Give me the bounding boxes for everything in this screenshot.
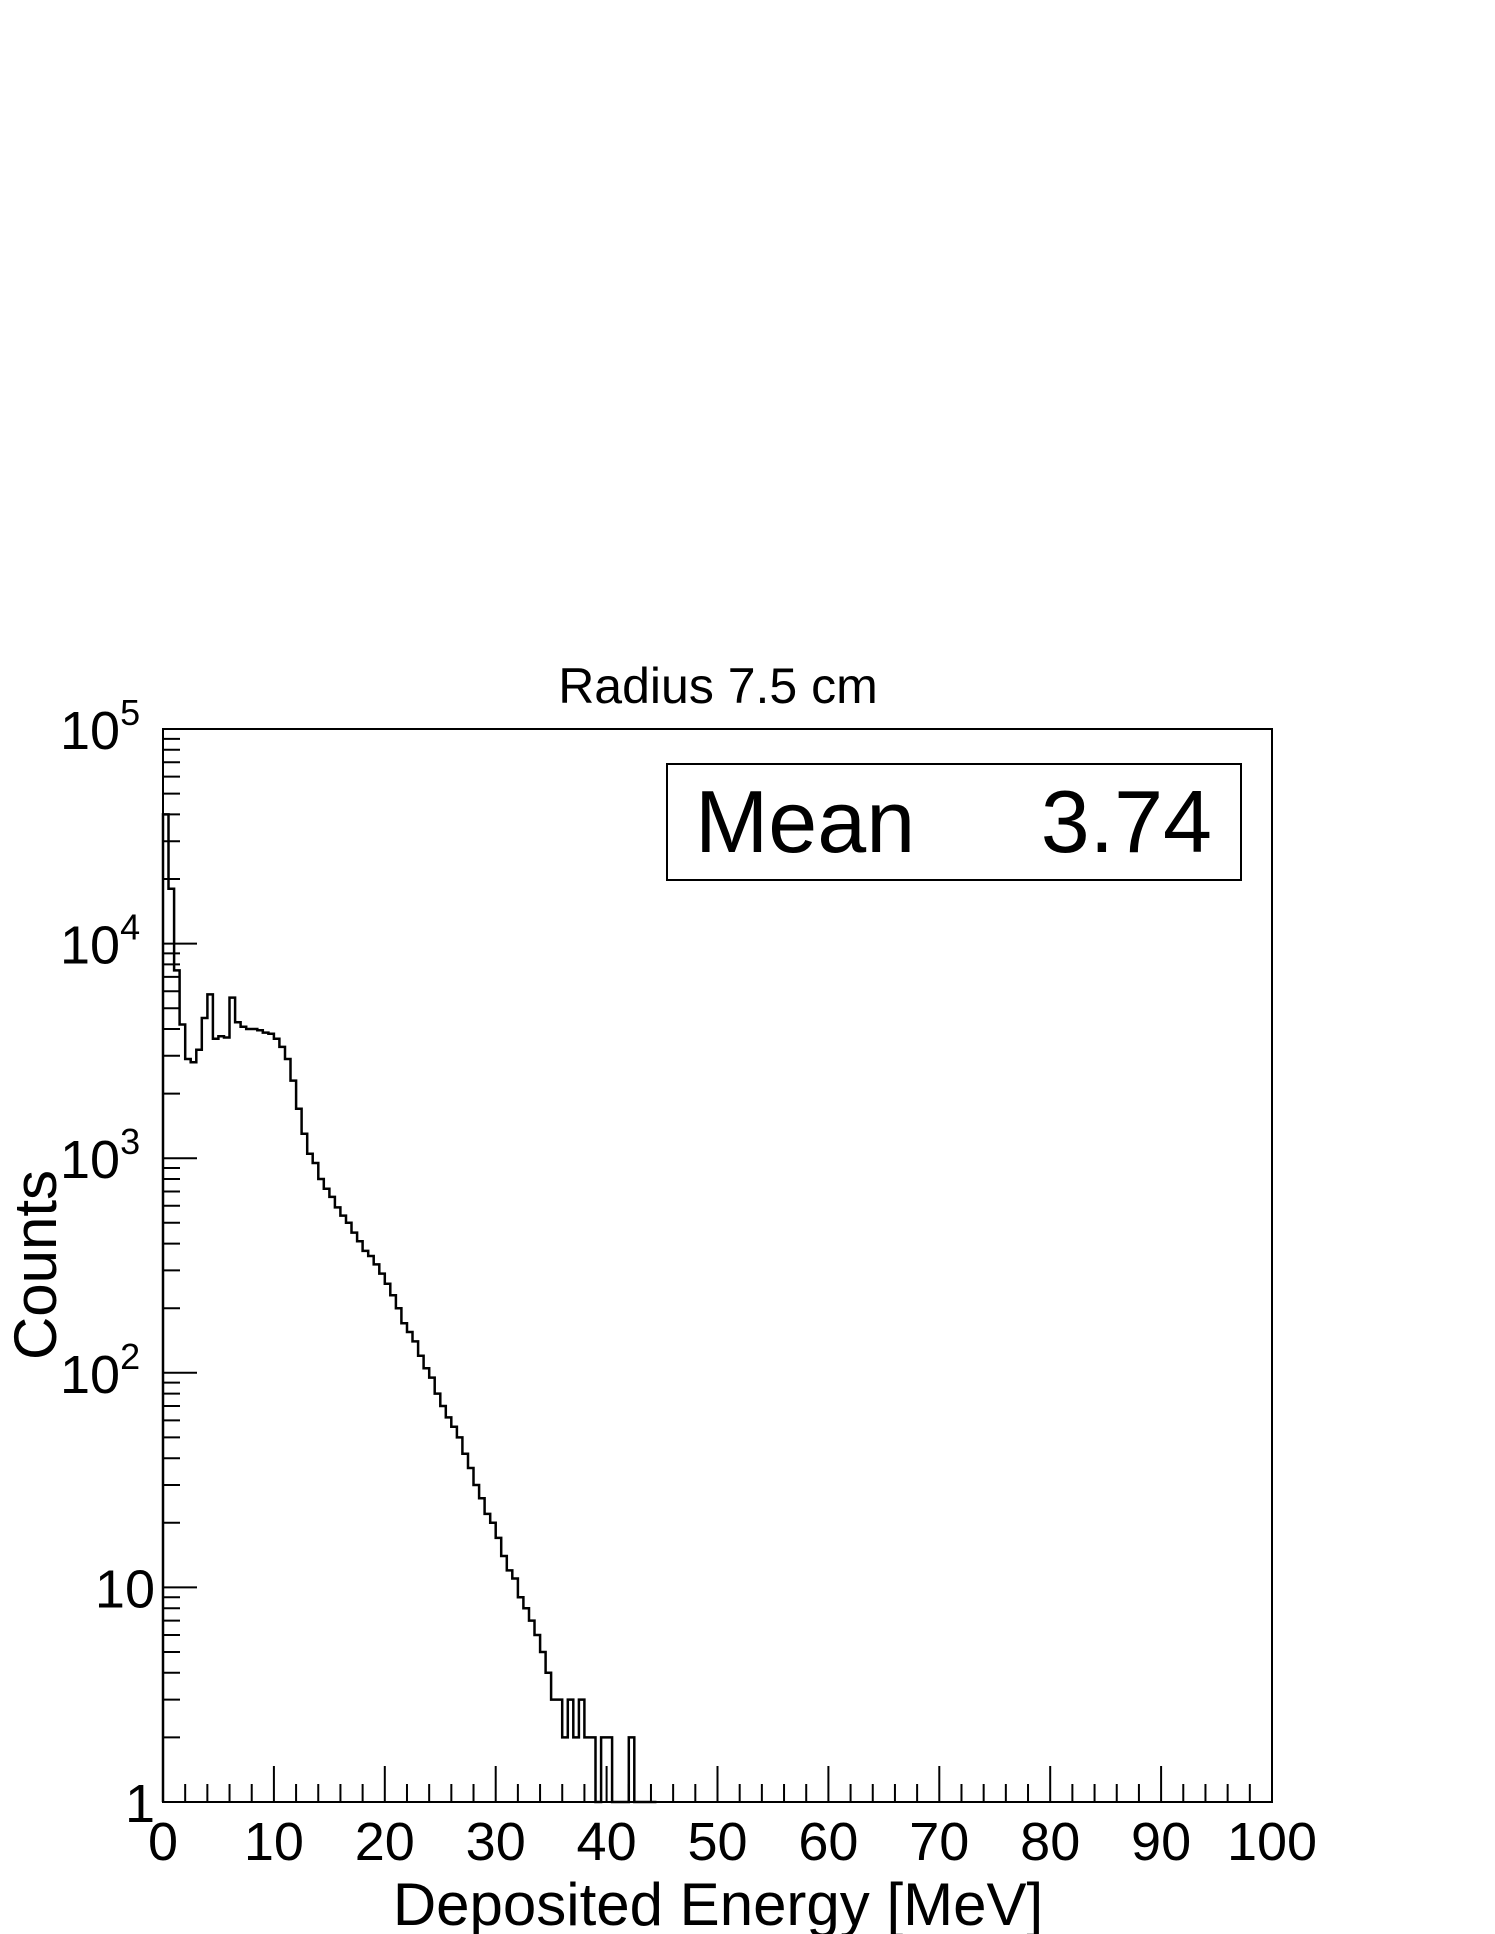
x-tick-label: 20 [355, 1812, 415, 1872]
y-tick-label: 105 [60, 692, 140, 761]
y-tick-label-base: 10 [60, 916, 120, 976]
chart-title: Radius 7.5 cm [558, 658, 878, 714]
y-tick-label-base: 10 [60, 1345, 120, 1405]
y-tick-label: 10 [95, 1559, 155, 1619]
x-tick-label: 50 [687, 1812, 747, 1872]
x-tick-label: 80 [1020, 1812, 1080, 1872]
x-tick-label: 70 [909, 1812, 969, 1872]
plot-frame [162, 728, 1273, 1803]
y-tick-label: 103 [60, 1121, 140, 1190]
y-axis-label: Counts [2, 1170, 69, 1360]
stats-mean-value: 3.74 [1041, 772, 1212, 871]
y-tick-label-exponent: 5 [120, 692, 140, 733]
x-tick-label: 10 [244, 1812, 304, 1872]
stats-box [666, 763, 1242, 881]
x-tick-label: 0 [148, 1812, 178, 1872]
x-tick-label: 40 [577, 1812, 637, 1872]
y-tick-label: 1 [125, 1774, 155, 1834]
y-tick-label-base: 10 [60, 701, 120, 761]
stats-mean-label: Mean [695, 772, 915, 871]
axis-ticks [162, 728, 1273, 1803]
x-tick-label: 60 [798, 1812, 858, 1872]
x-tick-label: 30 [466, 1812, 526, 1872]
y-tick-label-exponent: 4 [120, 907, 140, 948]
x-tick-label: 100 [1227, 1812, 1317, 1872]
y-tick-label-exponent: 2 [120, 1336, 140, 1377]
x-axis-label: Deposited Energy [MeV] [393, 1871, 1043, 1934]
y-tick-label: 104 [60, 907, 140, 976]
y-tick-label-exponent: 3 [120, 1121, 140, 1162]
histogram-series [161, 813, 657, 1804]
x-tick-label: 90 [1131, 1812, 1191, 1872]
y-tick-label: 102 [60, 1336, 140, 1405]
y-tick-label-base: 10 [60, 1130, 120, 1190]
